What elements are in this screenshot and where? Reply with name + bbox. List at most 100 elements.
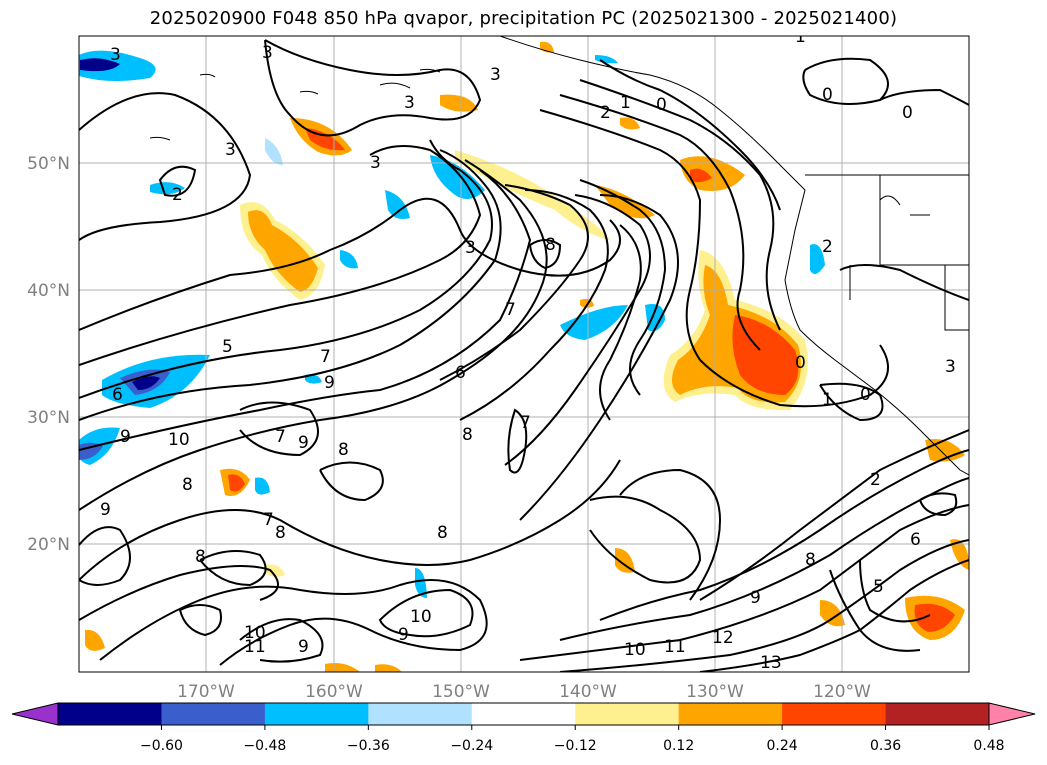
- colorbar-tick-label: −0.12: [554, 738, 597, 754]
- precip-pos-area: [85, 629, 105, 651]
- colorbar-tick-label: 0.12: [663, 738, 694, 754]
- lon-label: 160°W: [305, 682, 363, 702]
- contour-label: 0: [795, 353, 806, 373]
- colorbar-segment: [161, 703, 266, 725]
- contour-label: 8: [182, 475, 193, 495]
- map-plot-area: 3 3 3 3 3 3 2 2 1 0 0 1 0 2 8 7 6 7 5 9 …: [79, 27, 969, 673]
- contour-label: 2: [600, 103, 611, 123]
- contour-label: 7: [520, 413, 531, 433]
- contour-label: 2: [822, 237, 833, 257]
- graticule: [79, 36, 969, 672]
- precip-neg-area: [305, 374, 322, 384]
- contour-label: 10: [410, 607, 432, 627]
- contour-label: 3: [370, 153, 381, 173]
- precip-pos-area: [248, 210, 318, 292]
- colorbar-left-extension: [11, 702, 59, 726]
- colorbar-segment: [368, 703, 473, 725]
- contour-label: 11: [244, 637, 266, 657]
- colorbar-tick-label: 0.24: [767, 738, 798, 754]
- contour-label: 0: [822, 85, 833, 105]
- contour-label: 8: [437, 523, 448, 543]
- contour-label: 6: [455, 363, 466, 383]
- contour-label: 8: [805, 550, 816, 570]
- lat-label: 50°N: [27, 154, 70, 174]
- contour-label: 6: [112, 385, 123, 405]
- precip-pos-area: [375, 664, 402, 672]
- contour-label: 5: [222, 337, 233, 357]
- latitude-labels: 50°N 40°N 30°N 20°N: [27, 154, 70, 555]
- contour-label: 3: [465, 238, 476, 258]
- contour-label: 0: [860, 385, 871, 405]
- precip-pos-area: [732, 315, 799, 395]
- precip-pos-area: [455, 150, 610, 240]
- lon-label: 130°W: [686, 682, 744, 702]
- colorbar-tick-label: −0.60: [140, 738, 183, 754]
- contour-label: 0: [902, 103, 913, 123]
- contour-label: 7: [505, 300, 516, 320]
- contour-label: 8: [275, 523, 286, 543]
- precip-neg-area: [810, 244, 825, 274]
- lon-label: 140°W: [559, 682, 617, 702]
- lon-label: 150°W: [432, 682, 490, 702]
- precip-pos-area: [440, 94, 478, 112]
- contour-label: 8: [462, 425, 473, 445]
- colorbar-segments: [57, 702, 990, 726]
- contour-label: 3: [225, 140, 236, 160]
- lon-label: 120°W: [813, 682, 871, 702]
- contour-label: 1: [795, 27, 806, 47]
- precip-pos-area: [820, 600, 845, 627]
- contour-label: 9: [750, 588, 761, 608]
- colorbar-segment: [678, 703, 783, 725]
- precip-pos-area: [914, 603, 955, 632]
- contour-label: 9: [398, 625, 409, 645]
- precip-neg-area: [132, 376, 160, 390]
- colorbar-tick-label: 0.36: [870, 738, 901, 754]
- precip-neg-area: [150, 182, 185, 195]
- colorbar-segment: [58, 703, 162, 725]
- contour-label: 3: [262, 43, 273, 63]
- contour-label: 3: [490, 65, 501, 85]
- precip-pos-area: [620, 117, 640, 130]
- contour-label: 0: [656, 95, 667, 115]
- contour-label: 9: [120, 427, 131, 447]
- colorbar-segment: [782, 703, 887, 725]
- precip-neg-area: [265, 138, 283, 165]
- contour-label: 3: [110, 45, 121, 65]
- precip-pos-area: [690, 168, 712, 183]
- contour-label: 13: [760, 653, 782, 673]
- longitude-labels: 170°W 160°W 150°W 140°W 130°W 120°W: [177, 682, 871, 702]
- contour-label: 7: [320, 347, 331, 367]
- coastline: [149, 36, 969, 476]
- lat-label: 30°N: [27, 408, 70, 428]
- contour-label: 8: [545, 235, 556, 255]
- contour-label: 8: [195, 547, 206, 567]
- qvapor-contours: [79, 39, 969, 672]
- lat-label: 20°N: [27, 535, 70, 555]
- precip-pos-area: [265, 564, 285, 577]
- contour-label: 5: [873, 577, 884, 597]
- contour-label: 9: [298, 433, 309, 453]
- colorbar-right-extension: [988, 702, 1036, 726]
- contour-label: 8: [338, 440, 349, 460]
- precip-neg-area: [255, 477, 270, 495]
- contour-label: 12: [712, 628, 734, 648]
- map-frame: [78, 35, 970, 673]
- contour-label: 1: [822, 390, 833, 410]
- precip-neg-area: [430, 155, 485, 199]
- contour-label: 2: [870, 470, 881, 490]
- contour-label: 11: [664, 637, 686, 657]
- precip-pos-area: [680, 156, 745, 191]
- colorbar-segment: [471, 703, 576, 725]
- colorbar-tick-label: −0.48: [243, 738, 286, 754]
- contour-label: 6: [910, 530, 921, 550]
- contour-label: 1: [620, 93, 631, 113]
- contour-label: 7: [263, 510, 274, 530]
- contour-label: 10: [168, 430, 190, 450]
- map-title: 2025020900 F048 850 hPa qvapor, precipit…: [149, 8, 898, 29]
- colorbar-tick-labels: −0.60 −0.48 −0.36 −0.24 −0.12 0.12 0.24 0.36 0.4…: [140, 725, 1005, 754]
- contour-label: 2: [172, 185, 183, 205]
- precip-neg-area: [80, 58, 120, 72]
- contour-label: 9: [324, 373, 335, 393]
- contour-label: 3: [404, 93, 415, 113]
- colorbar-segment: [885, 703, 990, 725]
